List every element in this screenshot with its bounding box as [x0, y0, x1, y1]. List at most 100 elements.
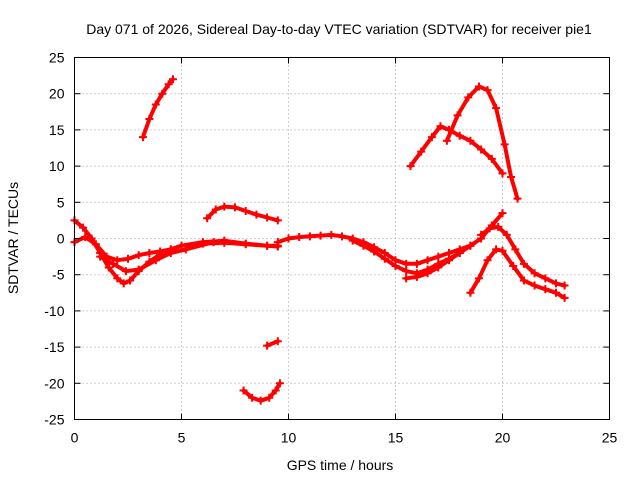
series-arc-peak-a	[406, 122, 507, 178]
data-point	[552, 279, 560, 288]
data-point	[466, 241, 475, 250]
data-point	[530, 269, 539, 278]
data-point	[453, 111, 462, 120]
data-point	[156, 247, 165, 256]
data-point	[380, 254, 389, 263]
data-point	[427, 133, 436, 142]
y-tick-label: 15	[49, 122, 65, 138]
series-arc-late-1	[466, 245, 569, 302]
data-point	[477, 230, 486, 239]
data-point	[104, 263, 113, 272]
y-tick-label: 20	[49, 86, 65, 102]
y-tick-label: 10	[49, 158, 65, 174]
series-arc-rise-early	[138, 75, 177, 142]
y-tick-label: -10	[44, 303, 64, 319]
data-point	[560, 293, 569, 302]
data-point	[474, 82, 483, 91]
data-point	[211, 205, 220, 214]
y-tick-label: -25	[44, 412, 64, 428]
series-arc-bowl	[239, 379, 284, 405]
data-point	[483, 86, 492, 95]
y-tick-label: -15	[44, 339, 64, 355]
x-tick-label: 0	[71, 430, 79, 446]
series-line	[444, 84, 520, 201]
data-point	[181, 245, 190, 254]
data-point	[455, 248, 464, 257]
data-point	[492, 104, 501, 113]
data-point	[164, 80, 173, 89]
data-point	[359, 241, 368, 250]
data-point	[273, 337, 282, 346]
data-point	[275, 379, 284, 388]
data-point	[124, 254, 132, 263]
data-point	[498, 246, 507, 255]
data-point	[158, 89, 167, 98]
data-point	[455, 131, 464, 140]
data-point	[263, 241, 272, 250]
y-tick-label: -5	[52, 267, 65, 283]
x-tick-label: 25	[602, 430, 618, 446]
data-point	[327, 230, 336, 239]
data-point	[126, 276, 135, 285]
data-point	[370, 247, 379, 256]
data-point	[151, 100, 160, 109]
data-point	[113, 274, 122, 283]
data-point	[423, 269, 432, 278]
data-point	[402, 259, 411, 268]
data-point	[509, 262, 518, 271]
data-point	[145, 115, 154, 124]
data-point	[295, 233, 304, 242]
data-point	[109, 259, 118, 268]
data-point	[81, 233, 90, 242]
x-axis-label: GPS time / hours	[287, 457, 394, 473]
data-point	[271, 386, 280, 395]
data-point	[442, 136, 451, 145]
data-point	[203, 214, 212, 223]
y-tick-label: -20	[44, 375, 64, 391]
data-point	[511, 245, 520, 254]
data-point	[256, 396, 265, 405]
series-line	[479, 224, 567, 288]
data-point	[166, 248, 175, 257]
series-arc-late-2	[477, 222, 569, 290]
data-point	[477, 145, 486, 154]
data-point	[263, 341, 272, 350]
data-point	[412, 259, 421, 268]
data-point	[209, 238, 218, 247]
data-point	[145, 248, 154, 257]
data-point	[252, 210, 261, 219]
data-point	[498, 209, 507, 218]
data-point	[241, 206, 250, 215]
data-point	[284, 234, 293, 243]
y-tick-label: 5	[57, 194, 65, 210]
data-point	[348, 236, 357, 245]
x-tick-label: 20	[495, 430, 511, 446]
x-tick-label: 5	[178, 430, 186, 446]
data-point	[434, 263, 443, 272]
data-series-layer	[70, 75, 569, 405]
data-point	[436, 122, 445, 131]
data-point	[402, 274, 411, 283]
series-arc-low-short	[263, 337, 282, 350]
data-point	[492, 245, 501, 254]
data-point	[417, 147, 426, 156]
data-point	[220, 236, 229, 245]
data-point	[412, 272, 421, 281]
data-point	[466, 136, 475, 145]
data-point	[402, 267, 411, 276]
data-point	[485, 224, 494, 233]
data-point	[119, 279, 128, 288]
y-axis-label: SDTVAR / TECUs	[5, 182, 21, 294]
data-point	[406, 162, 415, 171]
data-point	[513, 194, 522, 203]
series-line	[404, 211, 505, 281]
data-point	[79, 223, 88, 232]
data-point	[96, 252, 105, 261]
y-tick-label: 0	[57, 231, 65, 247]
axis-ticks: 0 5 10 15 20 25 -25 -20 -15 -10 -5 0 5 10 15 20 25	[44, 50, 617, 446]
series-arc-main-3	[96, 238, 218, 276]
data-point	[519, 259, 528, 268]
data-point	[494, 222, 503, 231]
data-point	[552, 288, 560, 297]
